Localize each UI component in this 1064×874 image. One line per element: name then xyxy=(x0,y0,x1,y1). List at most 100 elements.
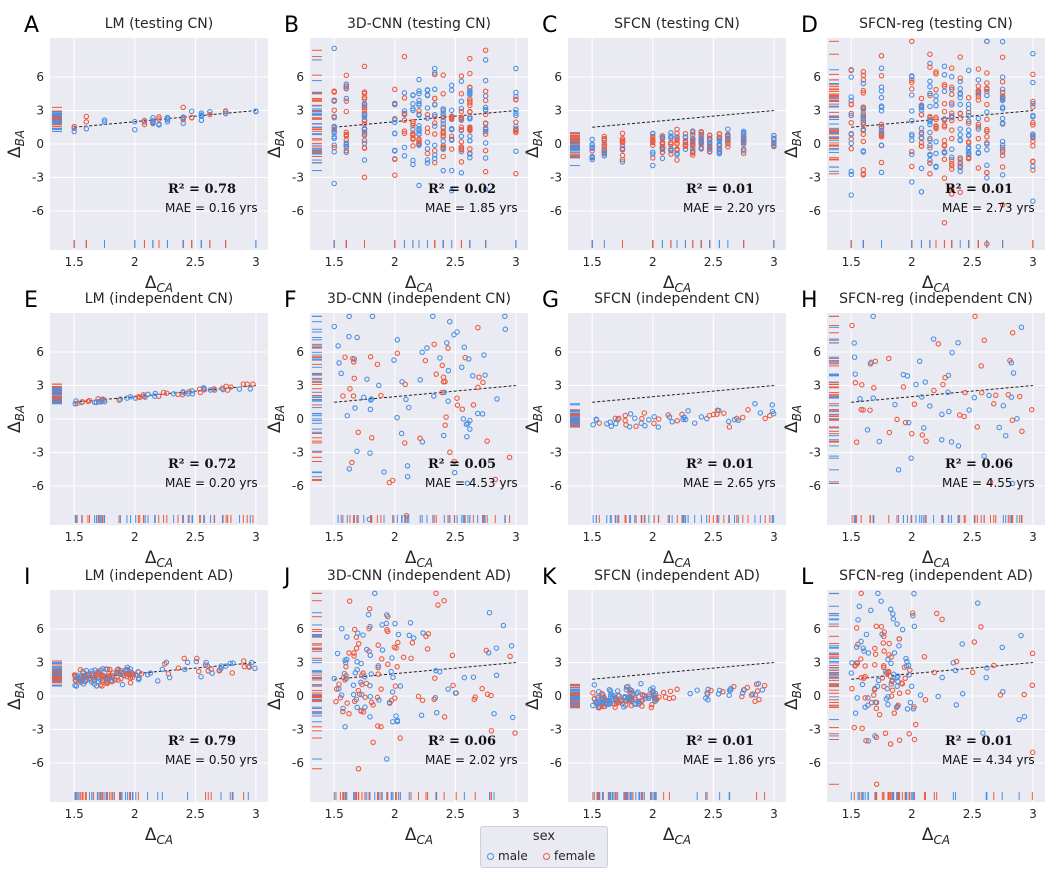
data-point xyxy=(927,64,933,70)
panel-title: 3D-CNN (independent AD) xyxy=(327,568,511,584)
data-point xyxy=(860,116,867,122)
data-point xyxy=(431,696,437,703)
data-point xyxy=(72,401,78,407)
data-point xyxy=(482,155,489,161)
data-point xyxy=(984,80,990,86)
data-point xyxy=(220,386,226,393)
data-point xyxy=(331,113,337,120)
data-point xyxy=(395,631,402,638)
data-point xyxy=(851,354,858,360)
data-point xyxy=(941,117,948,124)
panel-title: SFCN-reg (independent AD) xyxy=(839,568,1033,584)
data-point xyxy=(336,360,342,366)
data-point xyxy=(639,703,645,709)
data-point xyxy=(180,114,186,121)
data-point xyxy=(948,102,955,108)
data-point xyxy=(950,660,957,666)
panel-H: 6 3 0 -3 -6 1.5 2 2.5 3 SFCN-reg (independent CN)… xyxy=(782,288,1045,570)
data-point xyxy=(919,432,926,438)
data-point xyxy=(599,690,605,697)
data-point xyxy=(650,162,656,169)
data-point xyxy=(431,393,437,399)
data-point xyxy=(71,123,77,130)
data-point xyxy=(482,126,489,133)
data-point xyxy=(868,607,874,614)
data-point xyxy=(999,138,1006,145)
data-point xyxy=(948,73,955,80)
y-tick-label: 3 xyxy=(554,379,562,393)
data-point xyxy=(999,54,1006,60)
data-point xyxy=(909,131,915,138)
y-tick-label: 0 xyxy=(36,137,44,151)
data-point xyxy=(150,115,156,121)
data-point xyxy=(953,702,960,708)
data-point xyxy=(855,641,861,648)
x-axis-label: ΔCA xyxy=(405,548,433,570)
y-tick-label: 0 xyxy=(554,137,562,151)
data-point xyxy=(74,672,81,679)
data-point xyxy=(607,688,614,694)
data-point xyxy=(1030,158,1036,164)
data-point xyxy=(459,406,466,412)
data-point xyxy=(424,112,431,118)
data-point xyxy=(1010,370,1017,376)
data-point xyxy=(911,401,918,407)
data-point xyxy=(470,674,477,680)
data-point xyxy=(166,674,173,681)
data-point xyxy=(392,695,398,701)
data-point xyxy=(860,149,867,155)
data-point xyxy=(508,643,515,649)
x-tick-label: 2.5 xyxy=(963,530,982,544)
x-tick-label: 3 xyxy=(1029,255,1037,269)
data-point xyxy=(878,121,885,128)
data-point xyxy=(848,145,854,152)
data-point xyxy=(394,717,401,724)
data-point xyxy=(484,438,490,444)
data-point xyxy=(458,147,465,153)
data-point xyxy=(907,667,913,673)
data-point xyxy=(340,705,346,712)
data-point xyxy=(458,133,465,140)
data-point xyxy=(731,416,738,423)
data-point xyxy=(343,143,350,150)
mae-label: MAE = 4.55 yrs xyxy=(942,476,1035,490)
y-tick-label: 0 xyxy=(813,689,821,703)
data-point xyxy=(689,142,696,149)
data-point xyxy=(619,146,626,152)
data-point xyxy=(984,147,990,153)
panel-L: 6 3 0 -3 -6 1.5 2 2.5 3 SFCN-reg (independent AD)… xyxy=(782,565,1045,847)
data-point xyxy=(941,175,948,181)
x-axis-label-main: Δ xyxy=(405,825,417,845)
data-point xyxy=(366,606,373,612)
data-point xyxy=(368,671,374,677)
data-point xyxy=(848,120,854,126)
data-point xyxy=(339,625,345,632)
data-point xyxy=(402,440,408,446)
data-point xyxy=(715,691,722,697)
x-tick-label: 2 xyxy=(908,530,916,544)
y-tick-label: 6 xyxy=(554,622,562,636)
data-point xyxy=(1029,650,1036,657)
data-point xyxy=(392,156,398,162)
data-point xyxy=(450,682,456,689)
data-point xyxy=(418,712,425,719)
data-point xyxy=(674,134,680,140)
data-point xyxy=(878,598,884,604)
data-point xyxy=(668,145,674,152)
data-point xyxy=(401,90,408,96)
data-point xyxy=(948,127,955,133)
data-point xyxy=(612,697,619,704)
data-point xyxy=(394,414,400,421)
data-point xyxy=(996,424,1002,431)
data-point xyxy=(966,407,972,413)
data-point xyxy=(379,647,386,653)
data-point xyxy=(860,80,867,87)
data-point xyxy=(975,126,982,132)
data-point xyxy=(668,133,674,139)
data-point xyxy=(595,694,601,700)
panel-letter: A xyxy=(24,13,39,38)
x-tick-label: 1.5 xyxy=(583,255,602,269)
data-point xyxy=(198,673,204,680)
data-point xyxy=(883,696,890,702)
x-tick-label: 2 xyxy=(391,807,399,821)
